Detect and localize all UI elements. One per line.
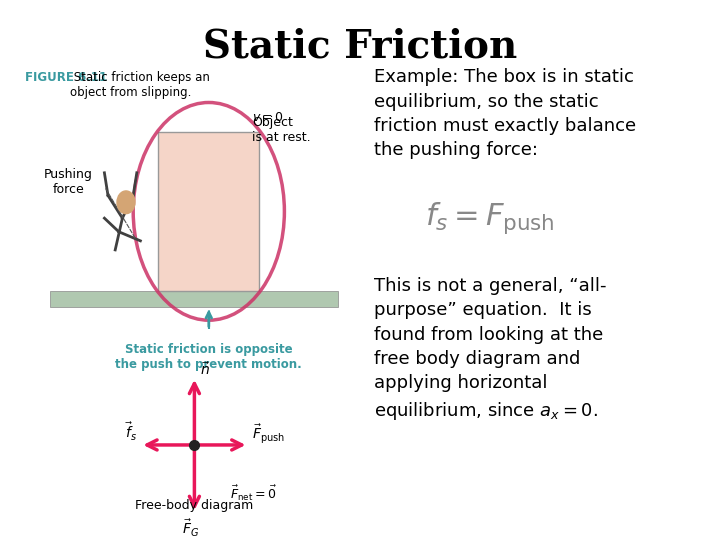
- Text: Static friction keeps an
object from slipping.: Static friction keeps an object from sli…: [71, 71, 210, 99]
- Text: Example: The box is in static
equilibrium, so the static
friction must exactly b: Example: The box is in static equilibriu…: [374, 69, 636, 159]
- Text: Static Friction: Static Friction: [203, 27, 517, 65]
- Text: Static friction is opposite
the push to prevent motion.: Static friction is opposite the push to …: [115, 343, 302, 371]
- Text: $\vec{F}_{\mathrm{push}}$: $\vec{F}_{\mathrm{push}}$: [252, 422, 285, 444]
- Text: $f_s = F_{\mathrm{push}}$: $f_s = F_{\mathrm{push}}$: [426, 200, 555, 236]
- Text: $v = 0$: $v = 0$: [252, 111, 284, 124]
- Text: Object
is at rest.: Object is at rest.: [252, 116, 310, 144]
- Text: FIGURE 6.11: FIGURE 6.11: [25, 71, 107, 84]
- Text: $\vec{F}_{\mathrm{net}} = \vec{0}$: $\vec{F}_{\mathrm{net}} = \vec{0}$: [230, 484, 277, 503]
- Text: $\vec{F}_G$: $\vec{F}_G$: [182, 517, 199, 538]
- Text: $\vec{f}_s$: $\vec{f}_s$: [125, 421, 137, 443]
- Circle shape: [117, 191, 135, 214]
- Text: Free-body diagram: Free-body diagram: [135, 499, 253, 512]
- Text: This is not a general, “all-
purpose” equation.  It is
found from looking at the: This is not a general, “all- purpose” eq…: [374, 277, 607, 422]
- FancyBboxPatch shape: [50, 291, 338, 307]
- FancyBboxPatch shape: [158, 132, 259, 291]
- Text: Pushing
force: Pushing force: [44, 168, 93, 196]
- Text: $\vec{n}$: $\vec{n}$: [200, 361, 210, 377]
